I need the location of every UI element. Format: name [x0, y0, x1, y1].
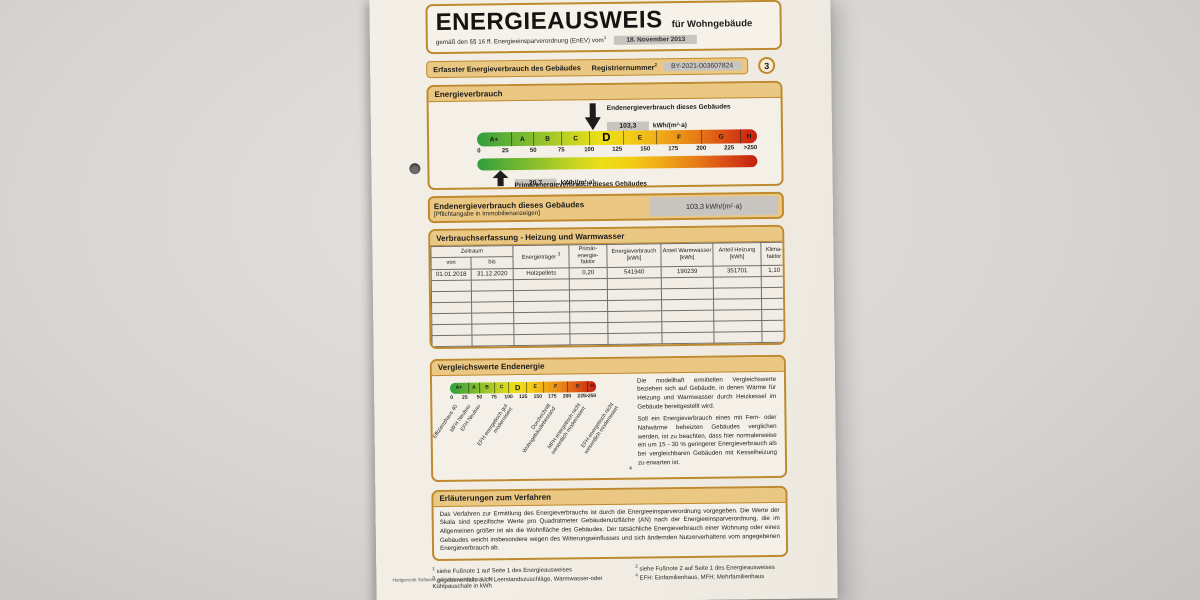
footnote-marker-2: 2: [654, 62, 658, 68]
class-label-current: D: [588, 130, 623, 146]
primary-energy-band: [477, 155, 758, 171]
col-bis: bis: [470, 257, 514, 269]
consumption-recorded-label: Erfasster Energieverbrauch des Gebäudes: [433, 63, 581, 75]
page-content: ENERGIEAUSWEIS für Wohngebäude gemäß den …: [425, 0, 789, 590]
comparison-scale: A+ A B C D E F G H 0 25 50 75 100 125 150 175 20…: [432, 377, 638, 477]
method-explanation: Das Verfahren zur Ermittlung des Energie…: [439, 506, 780, 553]
cell-heizung: 351701: [713, 265, 762, 277]
class-label: B: [532, 131, 562, 146]
section-verbrauchserfassung: Verbrauchserfassung - Heizung und Warmwa…: [428, 224, 786, 349]
cell-von: 01.01.2018: [431, 268, 472, 281]
register-number-value: BY-2021-003607824: [663, 61, 742, 72]
end-energy-unit: kWh/(m²·a): [652, 122, 688, 130]
cell-pef: 0,20: [569, 267, 608, 279]
section-erlaeuterungen: Erläuterungen zum Verfahren Das Verfahre…: [431, 485, 789, 562]
primary-energy-label: Primärenergieverbrauch dieses Gebäudes: [514, 180, 647, 190]
footnote-4: EFH: Einfamilienhaus, MFH: Mehrfamilienh…: [639, 574, 765, 582]
cell-klima: 1,10: [761, 264, 786, 277]
end-energy-label: Endenergieverbrauch dieses Gebäudes: [606, 103, 731, 113]
footnote-marker-4: 4: [629, 465, 632, 472]
law-reference: gemäß den §§ 16 ff. Energieeinsparverord…: [435, 37, 604, 47]
end-energy-summary-value: 103,3 kWh/(m²·a): [649, 195, 778, 217]
col-anteil-heizung: Anteil Heizung [kWh]: [712, 242, 762, 266]
col-anteil-warmwasser: Anteil Warmwasser [kWh]: [660, 243, 714, 267]
class-label: H: [740, 129, 758, 144]
page-title: ENERGIEAUSWEIS: [435, 6, 663, 37]
ordinance-date: 18. November 2013: [614, 34, 698, 45]
title-box: ENERGIEAUSWEIS für Wohngebäude gemäß den …: [425, 0, 782, 55]
hole-punch: [409, 163, 421, 175]
end-energy-arrow-icon: [585, 103, 601, 130]
register-bar: Erfasster Energieverbrauch des Gebäudes …: [426, 57, 749, 78]
col-energietraeger: Energieträger 3: [512, 245, 570, 269]
cell-traeger: Holzpellets: [513, 267, 570, 280]
comparison-paragraph-2: Soll ein Energieverbrauch eines mit Fern…: [637, 414, 777, 467]
certificate-page: ENERGIEAUSWEIS für Wohngebäude gemäß den …: [369, 0, 838, 600]
page-number-badge: 3: [758, 56, 776, 75]
comparison-explanation: Die modellhaft ermittelten Vergleichswer…: [637, 376, 780, 476]
efficiency-class-band: A+ A B C D E F G H: [476, 129, 758, 147]
col-klimafaktor: Klima-faktor: [760, 242, 786, 266]
comparison-paragraph-1: Die modellhaft ermittelten Vergleichswer…: [636, 375, 777, 411]
col-energieverbrauch: Energieverbrauch [kWh]: [606, 243, 662, 268]
primary-energy-arrow-icon: [492, 170, 508, 186]
col-von: von: [430, 257, 472, 270]
class-label: E: [622, 130, 657, 145]
energy-scale: Endenergieverbrauch dieses Gebäudes 103,…: [429, 98, 782, 190]
section-vergleichswerte: Vergleichswerte Endenergie A+ A B C D E …: [429, 354, 788, 482]
section-energieverbrauch: Energieverbrauch Endenergieverbrauch die…: [426, 80, 784, 191]
title-scope: für Wohngebäude: [671, 18, 753, 31]
class-label: A+: [489, 135, 499, 143]
consumption-table: Zeitraum Energieträger 3 Primär-energie-…: [430, 241, 786, 347]
register-row: Erfasster Energieverbrauch des Gebäudes …: [426, 56, 782, 78]
comparison-scale-ticks: 0 25 50 75 100 125 150 175 200 225 >250: [450, 392, 597, 401]
class-label: A: [510, 131, 534, 147]
class-label: F: [656, 129, 702, 145]
cell-ww: 190239: [661, 265, 714, 278]
class-label: G: [700, 129, 741, 144]
table-header-row: Zeitraum Energieträger 3 Primär-energie-…: [430, 242, 786, 269]
register-number-label: Registriernummer: [591, 62, 655, 73]
col-primaerenergiefaktor: Primär-energie-faktor: [568, 244, 608, 268]
cell-bis: 31.12.2020: [471, 268, 514, 280]
cell-verbrauch: 541940: [607, 266, 662, 279]
end-energy-summary-bar: Endenergieverbrauch dieses Gebäudes [Pfl…: [427, 191, 785, 224]
class-label: C: [560, 131, 590, 146]
footnote-marker-1: 1: [603, 34, 607, 40]
comparison-class-band: A+ A B C D E F G H: [450, 380, 597, 394]
